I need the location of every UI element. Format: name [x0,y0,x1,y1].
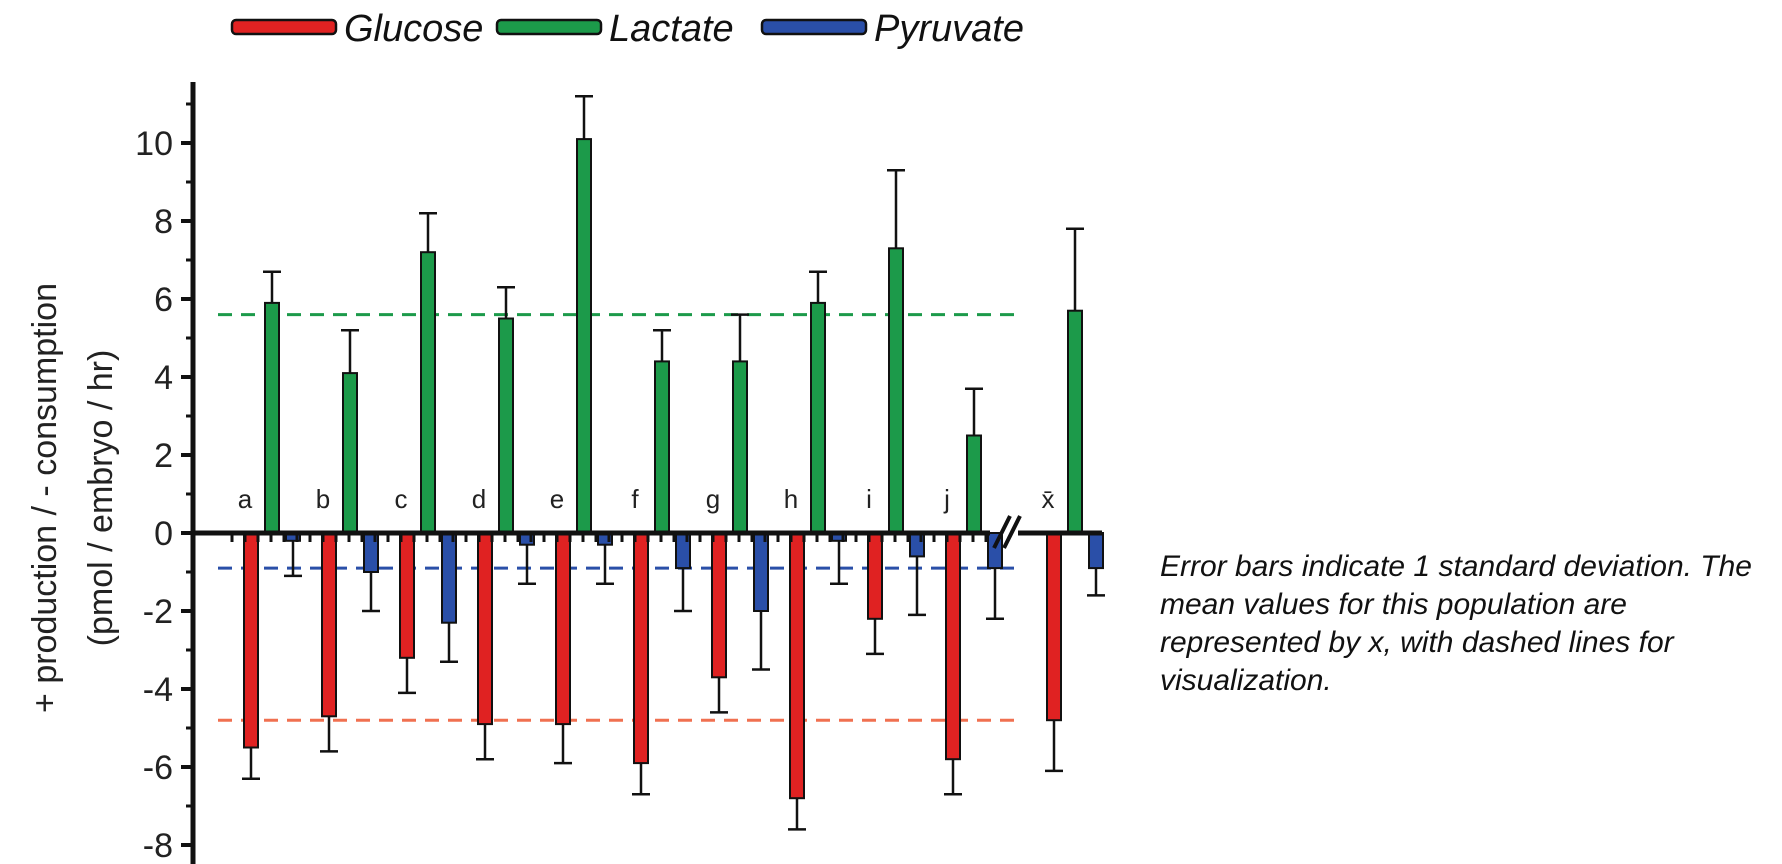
bar-pyruvate [441,532,457,624]
category-label: j [943,484,950,514]
y-tick-label: -6 [143,749,173,787]
category-label: d [472,484,486,514]
axis-break-mark [1002,515,1022,549]
y-tick-label: -8 [143,827,173,864]
category-label: a [238,484,253,514]
category-label: c [395,484,408,514]
bar-glucose [399,532,415,659]
legend-swatch-lactate [495,18,603,36]
bar-glucose [321,532,337,718]
bar-glucose [945,532,961,761]
bar-glucose [867,532,883,620]
bar-glucose [633,532,649,765]
category-label: e [550,484,564,514]
bar-lactate [264,301,280,534]
bar-lactate [498,317,514,534]
bar-lactate [342,372,358,534]
y-tick-label: -2 [143,593,173,631]
y-tick-label: 2 [154,437,173,475]
error-bar-annotation: Error bars indicate 1 standard deviation… [1160,550,1752,697]
bar-glucose [243,532,259,749]
bar-lactate [966,434,982,534]
y-tick-label: 10 [135,125,173,163]
y-tick-label: -4 [143,671,173,709]
category-label: f [631,484,639,514]
y-ticks: 10 8 6 4 2 0 -2 -4 -6 -8 [135,102,193,864]
category-label: i [866,484,872,514]
bar-glucose [555,532,571,726]
legend-label-lactate: Lactate [609,8,734,50]
bar-glucose [1046,532,1062,722]
category-label: b [316,484,330,514]
category-labels: a b c d e f g h i j x̄ [238,484,1055,514]
bar-lactate [420,251,436,534]
y-tick-label: 6 [154,281,173,319]
y-tick-label: 4 [154,359,173,397]
y-tick-label: 8 [154,203,173,241]
bar-glucose [789,532,805,800]
y-axis-title-line1: + production / - consumption [26,283,64,713]
legend-label-glucose: Glucose [344,8,483,50]
bar-lactate [888,247,904,535]
bar-pyruvate [753,532,769,612]
category-label: h [784,484,798,514]
bar-lactate [810,301,826,534]
bar-lactate [1067,309,1083,535]
axes [190,82,1102,864]
category-label: x̄ [1042,484,1055,514]
mean-lines [218,313,1015,722]
bar-glucose [711,532,727,679]
legend-swatch-glucose [230,18,338,36]
bar-glucose [477,532,493,726]
axis-break-mark [992,515,1012,549]
legend-swatch-pyruvate [760,18,868,36]
category-label: g [706,484,720,514]
bars [242,94,1105,831]
bar-lactate [654,360,670,534]
bar-lactate [732,360,748,534]
y-axis-title-line2: (pmol / embryo / hr) [82,350,120,647]
bar-lactate [576,138,592,534]
bar-pyruvate [1088,532,1104,570]
y-axis-title: + production / - consumption (pmol / embr… [26,283,120,713]
legend: Glucose Lactate Pyruvate [230,8,1024,50]
legend-label-pyruvate: Pyruvate [874,8,1024,50]
y-tick-label: 0 [154,515,173,553]
